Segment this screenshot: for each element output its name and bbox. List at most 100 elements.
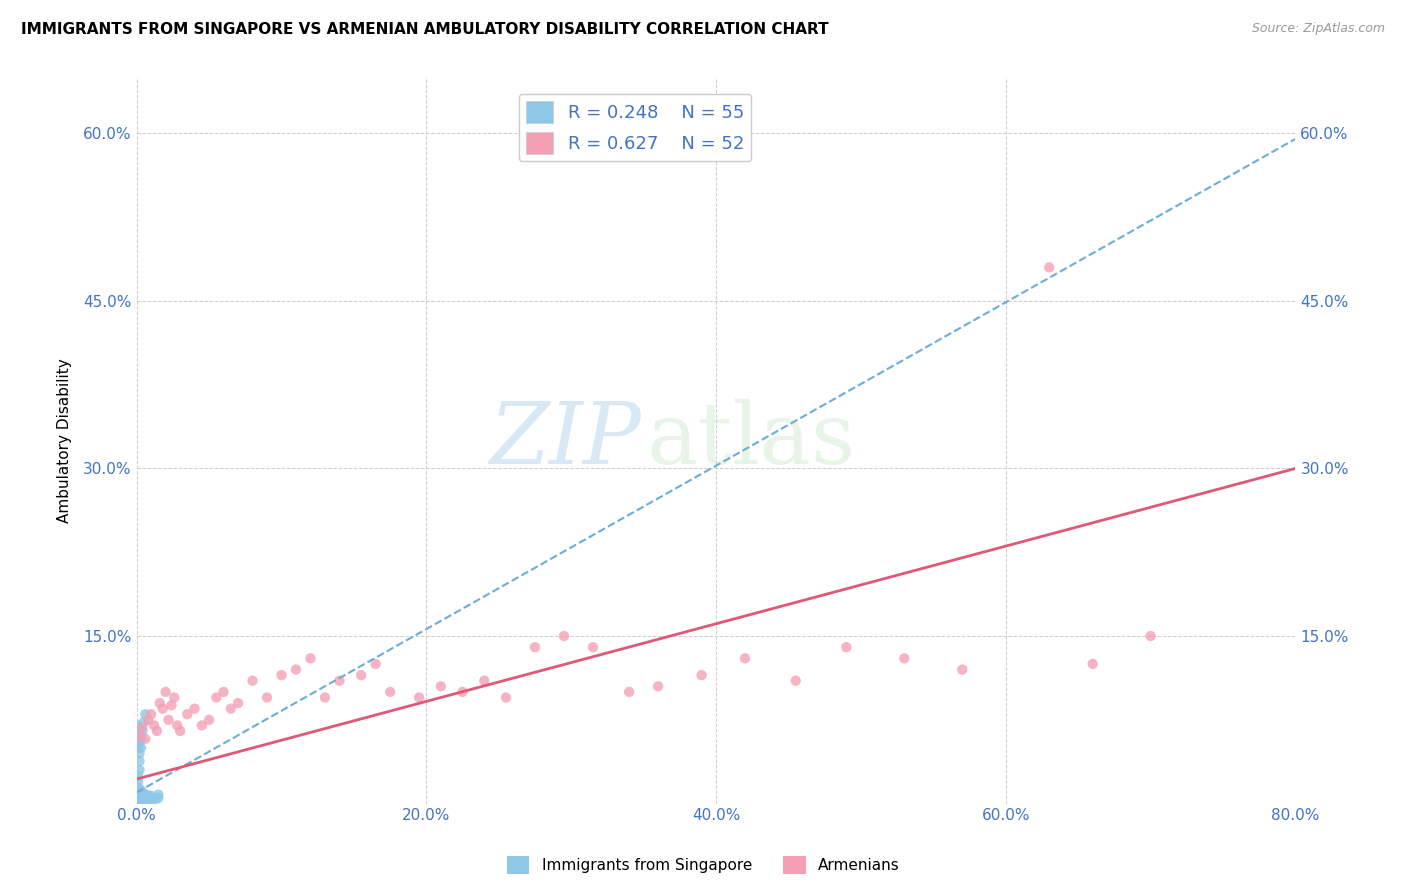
Point [132, 797, 155, 811]
Point [139, 707, 162, 722]
Point [128, 721, 150, 735]
Point [647, 679, 669, 693]
Point [169, 724, 191, 739]
Point [350, 668, 373, 682]
Text: IMMIGRANTS FROM SINGAPORE VS ARMENIAN AMBULATORY DISABILITY CORRELATION CHART: IMMIGRANTS FROM SINGAPORE VS ARMENIAN AM… [21, 22, 828, 37]
Point [364, 657, 387, 671]
Point [166, 718, 188, 732]
Point [430, 679, 453, 693]
Point [127, 797, 149, 811]
Point [128, 727, 150, 741]
Point [160, 698, 183, 713]
Point [131, 724, 153, 739]
Point [131, 785, 153, 799]
Point [131, 797, 153, 811]
Point [835, 640, 858, 655]
Point [378, 685, 401, 699]
Point [135, 788, 157, 802]
Point [131, 721, 153, 735]
Point [152, 701, 174, 715]
Point [128, 788, 150, 802]
Point [226, 696, 249, 710]
Point [1038, 260, 1060, 275]
Point [495, 690, 517, 705]
Point [129, 788, 152, 802]
Point [270, 668, 292, 682]
Point [128, 747, 150, 761]
Point [146, 724, 169, 739]
Point [129, 792, 152, 806]
Point [451, 685, 474, 699]
Point [219, 701, 242, 715]
Point [127, 793, 149, 807]
Point [285, 663, 308, 677]
Point [127, 797, 149, 811]
Point [132, 788, 155, 802]
Point [136, 791, 159, 805]
Point [134, 731, 156, 746]
Point [127, 780, 149, 794]
Point [143, 791, 166, 805]
Point [128, 763, 150, 777]
Point [128, 794, 150, 808]
Point [131, 789, 153, 804]
Point [690, 668, 713, 682]
Point [127, 774, 149, 789]
Point [134, 789, 156, 804]
Point [145, 792, 167, 806]
Point [524, 640, 547, 655]
Legend: R = 0.248    N = 55, R = 0.627    N = 52: R = 0.248 N = 55, R = 0.627 N = 52 [519, 94, 751, 161]
Point [191, 718, 214, 732]
Point [129, 783, 152, 797]
Point [299, 651, 322, 665]
Point [139, 789, 162, 803]
Point [176, 707, 198, 722]
Point [127, 730, 149, 744]
Point [183, 701, 205, 715]
Point [314, 690, 336, 705]
Point [134, 794, 156, 808]
Point [128, 730, 150, 744]
Point [256, 690, 278, 705]
Point [138, 792, 160, 806]
Point [143, 718, 166, 732]
Text: ZIP: ZIP [489, 400, 641, 482]
Point [617, 685, 640, 699]
Point [157, 713, 180, 727]
Point [734, 651, 756, 665]
Point [127, 794, 149, 808]
Point [155, 685, 177, 699]
Point [148, 788, 170, 802]
Point [582, 640, 605, 655]
Point [129, 740, 152, 755]
Point [212, 685, 235, 699]
Point [128, 785, 150, 799]
Legend: Immigrants from Singapore, Armenians: Immigrants from Singapore, Armenians [501, 850, 905, 880]
Point [127, 796, 149, 810]
Point [139, 793, 162, 807]
Point [128, 735, 150, 749]
Point [472, 673, 495, 688]
Point [129, 794, 152, 808]
Text: Source: ZipAtlas.com: Source: ZipAtlas.com [1251, 22, 1385, 36]
Y-axis label: Ambulatory Disability: Ambulatory Disability [58, 359, 72, 523]
Point [132, 793, 155, 807]
Point [127, 740, 149, 755]
Point [129, 731, 152, 746]
Point [328, 673, 350, 688]
Point [132, 714, 155, 729]
Point [129, 797, 152, 811]
Point [950, 663, 973, 677]
Point [128, 797, 150, 811]
Point [1139, 629, 1161, 643]
Point [128, 754, 150, 768]
Point [127, 724, 149, 739]
Point [163, 690, 186, 705]
Point [1081, 657, 1104, 671]
Point [205, 690, 228, 705]
Point [148, 791, 170, 805]
Point [198, 713, 221, 727]
Point [127, 796, 149, 810]
Point [131, 794, 153, 808]
Point [127, 769, 149, 783]
